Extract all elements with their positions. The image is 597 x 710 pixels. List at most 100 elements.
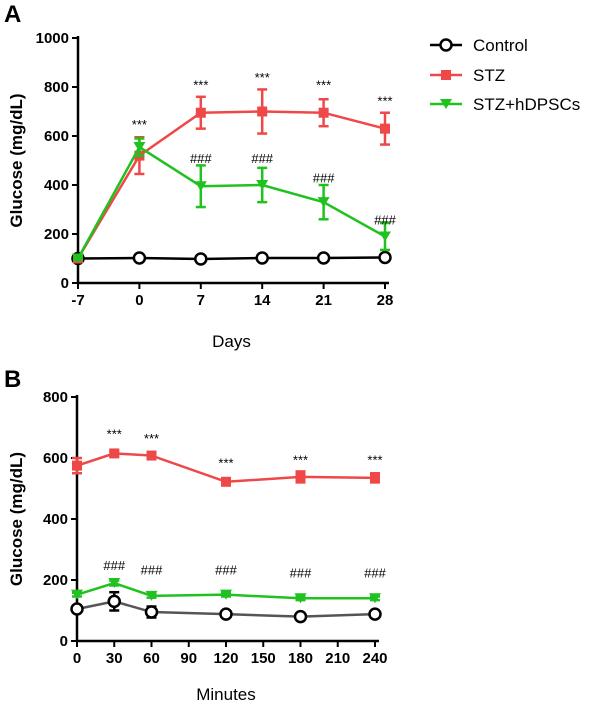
data-point-control-b — [70, 602, 84, 616]
significance-stars-a: *** — [255, 70, 270, 85]
data-point-control-a — [255, 251, 269, 265]
series-line-stz-hdpscs-b — [76, 581, 375, 600]
data-point-control-a — [194, 252, 208, 266]
panel-letter-a: A — [4, 1, 21, 28]
y-tick-label-a: 800 — [44, 79, 69, 96]
legend-marker-control — [439, 38, 453, 52]
data-point-stz-b — [295, 471, 306, 482]
y-tick-label-a: 0 — [61, 275, 69, 292]
y-tick-label-b: 600 — [43, 450, 68, 467]
significance-stars-b: *** — [107, 427, 122, 442]
chart-b: 0 200 400 600 800 0 30 60 90 120 150 180 210 240 Gluco… — [7, 389, 388, 704]
significance-hashes-a: ### — [190, 151, 212, 166]
x-axis-title-b: Minutes — [196, 685, 256, 704]
legend-marker-hdpscs — [440, 99, 452, 109]
significance-stars-b: *** — [367, 453, 382, 468]
significance-hashes-b: ### — [364, 565, 386, 580]
x-tick-label-b: 30 — [106, 650, 123, 667]
x-axis-title-a: Days — [212, 332, 251, 351]
y-tick-label-a: 1000 — [36, 30, 69, 47]
data-point-stz-b — [370, 472, 380, 483]
data-point-stz-b — [72, 460, 82, 471]
y-axis-title-b: Glucose (mg/dL) — [7, 452, 26, 586]
significance-hashes-b: ### — [141, 562, 163, 577]
legend-item-control: Control — [430, 36, 528, 55]
y-tick-label-a: 200 — [44, 226, 69, 243]
x-tick-label-b: 120 — [213, 650, 238, 667]
data-point-stz-hdpscs-a — [72, 253, 84, 264]
series-line-stz-a — [76, 110, 386, 260]
data-point-stz-a — [195, 107, 206, 118]
x-tick-label-b: 210 — [325, 650, 350, 667]
x-tick-label-a: 7 — [197, 292, 205, 309]
data-point-control-b — [144, 605, 159, 619]
data-point-stz-hdpscs-a — [256, 180, 269, 190]
x-tick-label-a: 14 — [254, 292, 271, 309]
data-point-control-b — [368, 607, 382, 621]
x-tick-label-b: 90 — [180, 650, 197, 667]
y-tick-label-b: 0 — [60, 633, 68, 650]
data-point-stz-hdpscs-a — [133, 142, 146, 153]
significance-stars-b: *** — [293, 453, 308, 468]
data-point-stz-hdpscs-b — [108, 578, 121, 589]
significance-hashes-a: ### — [251, 151, 273, 166]
data-point-stz-hdpscs-b — [71, 589, 83, 600]
legend-marker-stz — [441, 70, 451, 80]
significance-stars-a: *** — [316, 78, 331, 93]
significance-stars-a: *** — [377, 93, 392, 108]
data-point-stz-b — [109, 448, 120, 459]
x-tick-label-a: 21 — [315, 292, 332, 309]
legend-item-hdpscs: STZ+hDPSCs — [430, 95, 580, 114]
significance-hashes-a: ### — [313, 171, 335, 186]
significance-hashes-b: ### — [290, 565, 312, 580]
data-point-stz-hdpscs-a — [194, 181, 207, 192]
data-point-control-b — [107, 594, 121, 609]
data-point-stz-hdpscs-a — [317, 197, 330, 208]
x-tick-label-b: 180 — [288, 650, 313, 667]
data-point-control-a — [378, 250, 392, 265]
data-point-stz-a — [318, 107, 329, 118]
data-point-stz-a — [380, 123, 390, 134]
legend-label-stz: STZ — [473, 66, 505, 85]
panel-letter-b: B — [4, 366, 21, 393]
legend-label-hdpscs: STZ+hDPSCs — [473, 95, 580, 114]
x-tick-label-b: 240 — [362, 650, 387, 667]
y-axis-title-a: Glucose (mg/dL) — [7, 93, 26, 227]
y-tick-label-b: 200 — [43, 572, 68, 589]
data-point-stz-hdpscs-b — [145, 590, 158, 601]
data-point-stz-hdpscs-a — [379, 231, 391, 242]
series-line-stz-hdpscs-a — [76, 145, 386, 260]
significance-stars-a: *** — [132, 117, 147, 132]
legend-label-control: Control — [473, 36, 528, 55]
y-tick-label-b: 800 — [43, 389, 68, 406]
y-tick-label-a: 400 — [44, 177, 69, 194]
data-point-stz-a — [257, 106, 268, 117]
significance-hashes-a: ### — [374, 212, 396, 227]
x-tick-label-b: 150 — [251, 650, 276, 667]
data-point-control-a — [132, 251, 147, 265]
x-tick-label-b: 0 — [73, 650, 81, 667]
data-point-stz-hdpscs-b — [369, 593, 381, 604]
data-point-control-b — [219, 607, 233, 621]
x-tick-label-b: 60 — [143, 650, 160, 667]
data-point-stz-hdpscs-b — [294, 593, 307, 604]
legend: Control STZ STZ+hDPSCs — [430, 36, 580, 114]
x-tick-label-a: 0 — [135, 292, 143, 309]
significance-stars-b: *** — [218, 456, 233, 471]
y-tick-label-b: 400 — [43, 511, 68, 528]
significance-stars-a: *** — [193, 78, 208, 93]
data-point-control-b — [293, 609, 308, 624]
x-tick-label-a: -7 — [71, 292, 84, 309]
legend-item-stz: STZ — [430, 66, 505, 85]
significance-hashes-b: ### — [215, 562, 237, 577]
series-line-control-a — [77, 256, 386, 261]
significance-stars-b: *** — [144, 431, 159, 446]
data-point-control-a — [316, 251, 331, 265]
x-tick-label-a: 28 — [377, 292, 394, 309]
data-point-stz-hdpscs-b — [220, 589, 232, 600]
data-point-stz-b — [221, 476, 231, 487]
y-tick-label-a: 600 — [44, 128, 69, 145]
series-line-stz-b — [76, 452, 376, 484]
significance-hashes-b: ### — [103, 558, 125, 573]
